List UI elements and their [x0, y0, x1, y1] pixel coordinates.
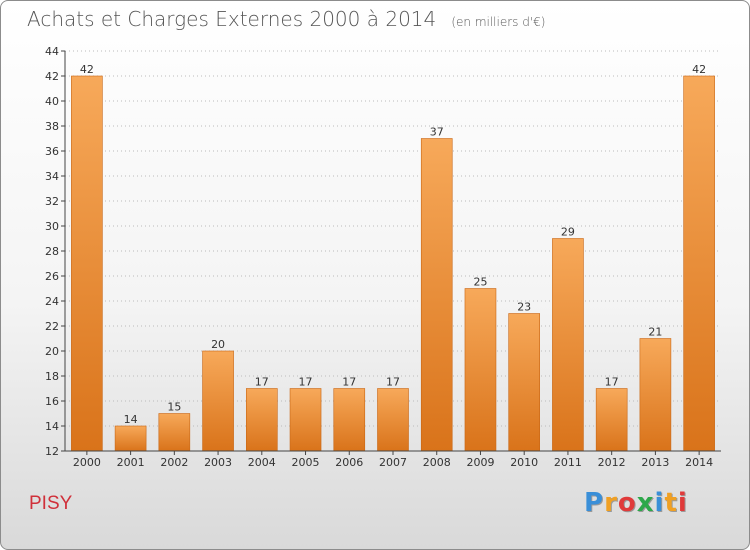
x-tick-label: 2011: [554, 456, 582, 469]
data-label: 23: [517, 301, 531, 314]
logo-letter: P: [584, 488, 605, 518]
y-tick-label: 38: [45, 120, 59, 133]
commune-name: PISY: [29, 493, 73, 514]
bar: [595, 388, 628, 452]
data-label: 17: [299, 376, 313, 389]
bar: [202, 350, 234, 452]
logo-letter: i: [654, 488, 665, 518]
data-label: 17: [605, 376, 619, 389]
logo-letter: o: [617, 488, 637, 518]
y-tick-label: 18: [45, 370, 59, 383]
bar: [246, 388, 278, 452]
x-tick-label: 2000: [73, 456, 101, 469]
bar: [289, 388, 322, 452]
data-label: 29: [561, 226, 575, 239]
chart-title-text: Achats et Charges Externes 2000 à 2014: [27, 7, 437, 31]
y-tick-label: 26: [45, 270, 59, 283]
bar: [508, 313, 541, 452]
data-label: 42: [692, 63, 706, 76]
logo-letter: x: [636, 488, 655, 518]
data-label: 17: [342, 376, 356, 389]
data-label: 17: [255, 376, 269, 389]
y-tick-label: 42: [45, 70, 59, 83]
x-tick-label: 2007: [379, 456, 407, 469]
bar: [464, 288, 497, 452]
data-label: 17: [386, 376, 400, 389]
y-tick-label: 14: [45, 420, 59, 433]
x-tick-label: 2008: [423, 456, 451, 469]
bar: [552, 238, 584, 452]
bar: [71, 75, 103, 452]
x-tick-label: 2005: [292, 456, 320, 469]
data-label: 21: [648, 326, 662, 339]
x-tick-label: 2014: [685, 456, 713, 469]
y-tick-label: 30: [45, 220, 59, 233]
bar: [639, 338, 672, 452]
data-label: 20: [211, 338, 225, 351]
logo-letter: r: [604, 488, 618, 518]
x-tick-label: 2013: [641, 456, 669, 469]
bar: [377, 388, 409, 452]
bar: [158, 413, 191, 452]
y-tick-label: 44: [45, 45, 59, 58]
x-tick-label: 2009: [466, 456, 494, 469]
bar: [333, 388, 366, 452]
bar: [420, 138, 453, 452]
y-tick-label: 32: [45, 195, 59, 208]
y-tick-label: 28: [45, 245, 59, 258]
data-label: 14: [124, 413, 138, 426]
chart-title: Achats et Charges Externes 2000 à 2014 (…: [27, 7, 545, 31]
data-label: 37: [430, 126, 444, 139]
y-tick-label: 24: [45, 295, 59, 308]
data-label: 15: [167, 401, 181, 414]
x-tick-label: 2002: [160, 456, 188, 469]
x-tick-label: 2006: [335, 456, 363, 469]
bar: [683, 75, 715, 452]
y-tick-label: 20: [45, 345, 59, 358]
y-tick-label: 22: [45, 320, 59, 333]
chart-unit: (en milliers d'€): [451, 15, 546, 29]
x-tick-label: 2012: [598, 456, 626, 469]
x-tick-label: 2004: [248, 456, 276, 469]
logo-letter: t: [664, 488, 678, 518]
x-tick-label: 2001: [117, 456, 145, 469]
x-tick-label: 2003: [204, 456, 232, 469]
y-tick-label: 34: [45, 170, 59, 183]
proxiti-logo: Proxiti: [584, 488, 688, 518]
logo-letter: i: [677, 488, 688, 518]
y-tick-label: 40: [45, 95, 59, 108]
y-tick-label: 36: [45, 145, 59, 158]
data-label: 42: [80, 63, 94, 76]
y-tick-label: 16: [45, 395, 59, 408]
x-tick-label: 2010: [510, 456, 538, 469]
data-label: 25: [473, 276, 487, 289]
y-tick-label: 12: [45, 445, 59, 458]
bar: [114, 425, 147, 452]
